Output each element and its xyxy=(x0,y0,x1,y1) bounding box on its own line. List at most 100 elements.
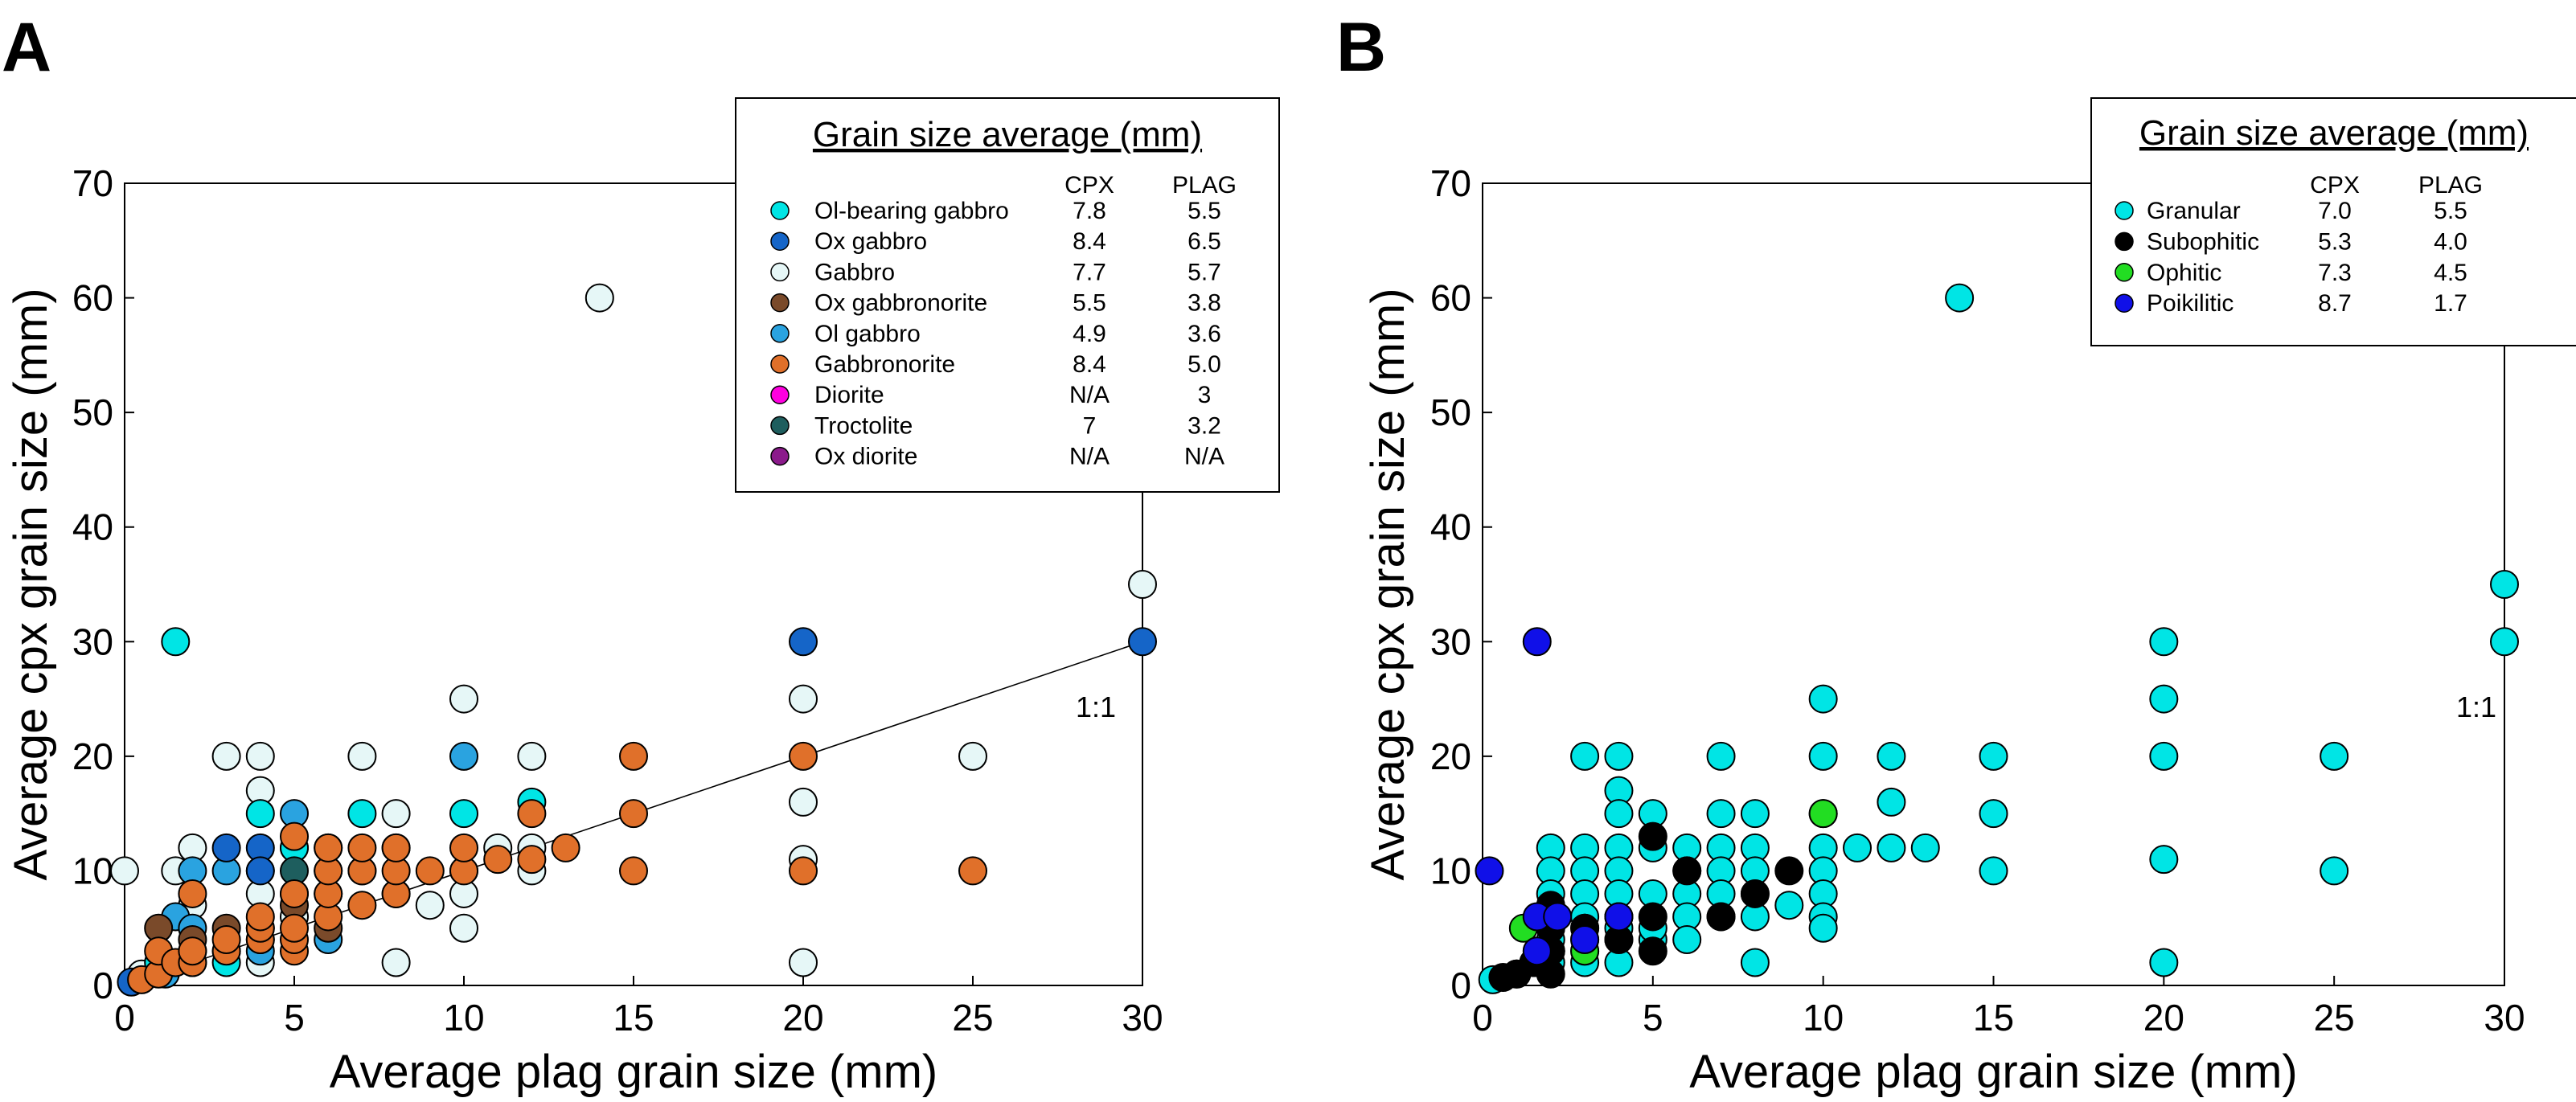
ratio-label: 1:1 xyxy=(1076,690,1116,723)
y-tick-label: 30 xyxy=(1430,621,1471,662)
panel-b: B 0 5 10 15 20 25 30 0 10 20 30 40 50 60 70 Average plag… xyxy=(1336,9,2576,1098)
data-point xyxy=(2320,741,2349,771)
legend-entry-name: Diorite xyxy=(814,382,884,408)
data-point xyxy=(517,741,547,771)
data-point xyxy=(1604,741,1634,771)
data-point xyxy=(415,891,445,920)
y-tick-label: 60 xyxy=(72,277,113,319)
data-point xyxy=(2149,741,2179,771)
data-point xyxy=(2149,684,2179,714)
data-point xyxy=(280,913,309,943)
data-point xyxy=(1740,799,1770,829)
x-tick-label: 0 xyxy=(114,997,135,1039)
y-tick-label: 10 xyxy=(1430,850,1471,891)
legend-marker xyxy=(2115,263,2134,282)
data-point xyxy=(551,833,580,862)
legend-entry-cpx: 7.8 xyxy=(1073,198,1106,224)
data-point xyxy=(1706,741,1736,771)
data-point xyxy=(245,799,275,829)
data-point xyxy=(789,948,818,977)
legend-marker xyxy=(770,201,790,220)
data-point xyxy=(619,799,648,829)
x-tick-label: 10 xyxy=(1803,997,1844,1039)
data-point xyxy=(1774,856,1804,886)
data-point xyxy=(1979,856,2008,886)
y-tick-label: 50 xyxy=(1430,391,1471,433)
legend-marker xyxy=(770,293,790,313)
data-point xyxy=(381,948,411,977)
legend-entry-name: Gabbronorite xyxy=(814,351,955,378)
data-point xyxy=(211,833,241,862)
y-tick-label: 60 xyxy=(1430,277,1471,319)
y-axis-title: Average cpx grain size (mm) xyxy=(1362,288,1414,880)
legend-entry-cpx: 5.5 xyxy=(1073,290,1106,317)
y-tick-label: 70 xyxy=(1430,162,1471,204)
data-point xyxy=(1638,821,1667,851)
legend-entry-name: Poikilitic xyxy=(2147,290,2233,317)
y-tick-label: 20 xyxy=(1430,735,1471,777)
legend-marker xyxy=(770,354,790,374)
y-tick-label: 0 xyxy=(92,965,113,1006)
x-axis-title: Average plag grain size (mm) xyxy=(1689,1046,2297,1098)
data-point xyxy=(347,833,377,862)
x-tick-label: 15 xyxy=(613,997,654,1039)
data-point xyxy=(1604,799,1634,829)
legend-entry-cpx: N/A xyxy=(1069,444,1110,470)
data-point xyxy=(314,833,343,862)
legend-entry-cpx: 7.0 xyxy=(2318,198,2352,224)
data-point xyxy=(2149,845,2179,875)
data-point xyxy=(1570,741,1600,771)
data-point xyxy=(1128,627,1157,657)
data-point xyxy=(280,879,309,908)
legend-marker xyxy=(770,231,790,251)
legend-entry-cpx: 8.4 xyxy=(1073,351,1106,378)
panel-letter: B xyxy=(1336,9,1386,86)
legend-entry-cpx: 7.7 xyxy=(1073,259,1106,285)
data-point xyxy=(1128,570,1157,599)
data-point xyxy=(381,799,411,829)
legend-box xyxy=(2090,97,2576,346)
legend-entry-name: Ox diorite xyxy=(814,444,917,470)
legend-entry-plag: 5.5 xyxy=(1188,198,1221,224)
data-point xyxy=(1979,741,2008,771)
legend-entry-name: Troctolite xyxy=(814,412,913,439)
data-point xyxy=(1945,283,1975,313)
data-point xyxy=(1522,936,1552,966)
y-tick-label: 40 xyxy=(72,506,113,548)
legend-entry-name: Ox gabbro xyxy=(814,228,927,255)
y-tick-label: 40 xyxy=(1430,506,1471,548)
x-tick-label: 20 xyxy=(782,997,823,1039)
data-point xyxy=(1774,891,1804,920)
legend-entry-name: Gabbro xyxy=(814,259,895,285)
legend-marker xyxy=(2115,201,2134,220)
data-point xyxy=(1706,902,1736,932)
data-point xyxy=(347,799,377,829)
legend-title: Grain size average (mm) xyxy=(813,115,1202,154)
legend-entry-cpx: N/A xyxy=(1069,382,1110,408)
legend-entry-plag: 4.0 xyxy=(2434,228,2467,255)
y-tick-label: 0 xyxy=(1450,965,1471,1006)
data-point xyxy=(789,627,818,657)
data-point xyxy=(1979,799,2008,829)
data-point xyxy=(789,741,818,771)
data-point xyxy=(211,741,241,771)
data-point xyxy=(1740,948,1770,977)
data-point xyxy=(1543,902,1573,932)
data-point xyxy=(958,856,987,886)
data-point xyxy=(619,741,648,771)
data-point xyxy=(1475,856,1504,886)
data-point xyxy=(619,856,648,886)
data-point xyxy=(415,856,445,886)
data-point xyxy=(449,799,478,829)
legend-entry-cpx: 4.9 xyxy=(1073,321,1106,347)
data-point xyxy=(1877,741,1906,771)
legend-column-plag: PLAG xyxy=(2418,172,2483,199)
legend-entry-cpx: 8.7 xyxy=(2318,290,2352,317)
data-point xyxy=(1877,787,1906,817)
data-point xyxy=(517,799,547,829)
x-tick-label: 20 xyxy=(2143,997,2184,1039)
legend-entry-name: Ophitic xyxy=(2147,260,2221,286)
legend-marker xyxy=(2115,231,2134,252)
data-point xyxy=(1808,741,1838,771)
